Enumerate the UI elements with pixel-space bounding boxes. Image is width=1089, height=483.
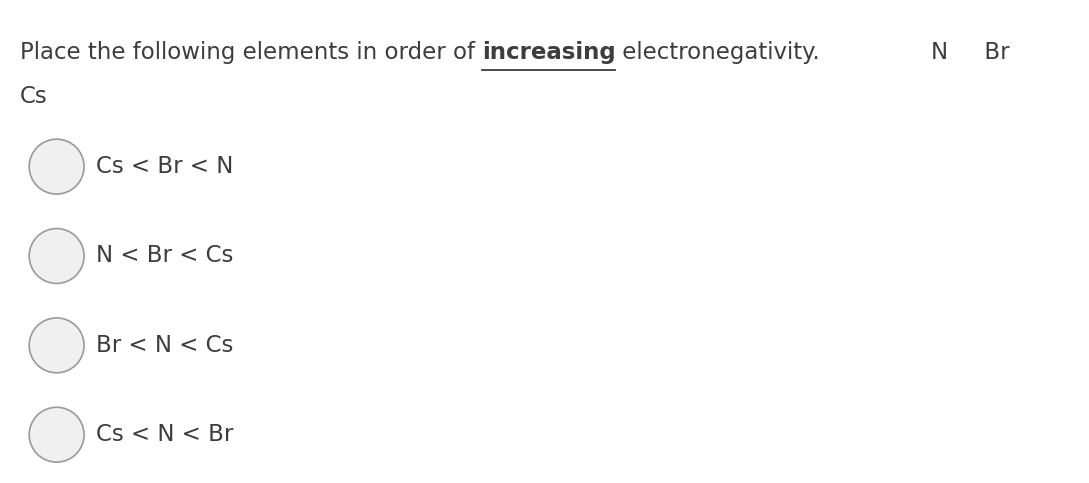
Circle shape — [29, 228, 84, 284]
Text: electronegativity.: electronegativity. — [615, 41, 820, 64]
Circle shape — [29, 318, 84, 373]
Text: Br < N < Cs: Br < N < Cs — [96, 334, 233, 357]
Text: N     Br: N Br — [931, 41, 1010, 64]
Text: N < Br < Cs: N < Br < Cs — [96, 244, 233, 268]
Text: increasing: increasing — [481, 41, 615, 64]
Text: Cs < Br < N: Cs < Br < N — [96, 155, 233, 178]
Text: Cs: Cs — [20, 85, 47, 108]
Text: Place the following elements in order of: Place the following elements in order of — [20, 41, 481, 64]
Circle shape — [29, 139, 84, 194]
Text: Cs < N < Br: Cs < N < Br — [96, 423, 233, 446]
Circle shape — [29, 407, 84, 462]
